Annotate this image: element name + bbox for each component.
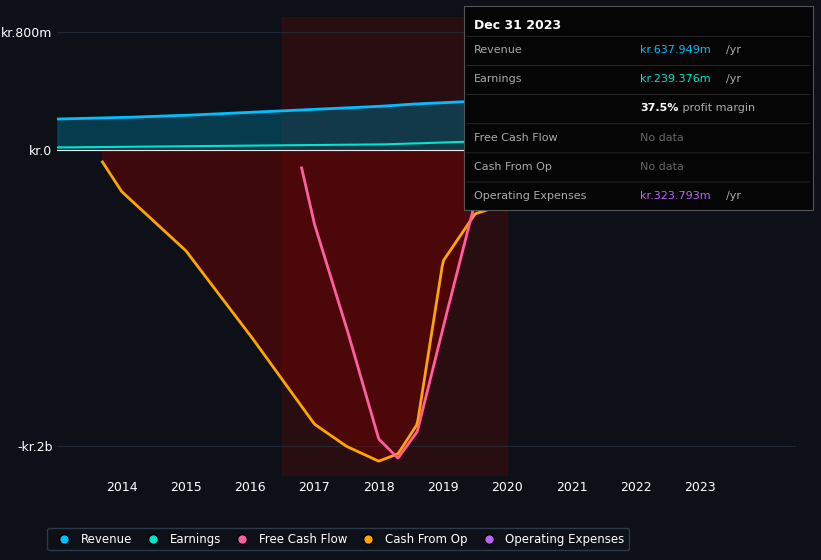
Text: kr.239.376m: kr.239.376m: [640, 74, 711, 85]
Legend: Revenue, Earnings, Free Cash Flow, Cash From Op, Operating Expenses: Revenue, Earnings, Free Cash Flow, Cash …: [48, 528, 629, 550]
Text: Free Cash Flow: Free Cash Flow: [474, 133, 557, 143]
Text: /yr: /yr: [727, 45, 741, 55]
Text: No data: No data: [640, 162, 684, 172]
Text: /yr: /yr: [727, 191, 741, 201]
Text: Cash From Op: Cash From Op: [474, 162, 552, 172]
Text: kr.637.949m: kr.637.949m: [640, 45, 711, 55]
Text: 37.5%: 37.5%: [640, 104, 679, 114]
Text: No data: No data: [640, 133, 684, 143]
Text: kr.323.793m: kr.323.793m: [640, 191, 711, 201]
Text: Earnings: Earnings: [474, 74, 522, 85]
Text: Operating Expenses: Operating Expenses: [474, 191, 586, 201]
Text: Revenue: Revenue: [474, 45, 522, 55]
Text: /yr: /yr: [727, 74, 741, 85]
Bar: [282, 17, 507, 476]
Text: Dec 31 2023: Dec 31 2023: [474, 19, 561, 32]
Text: profit margin: profit margin: [680, 104, 755, 114]
